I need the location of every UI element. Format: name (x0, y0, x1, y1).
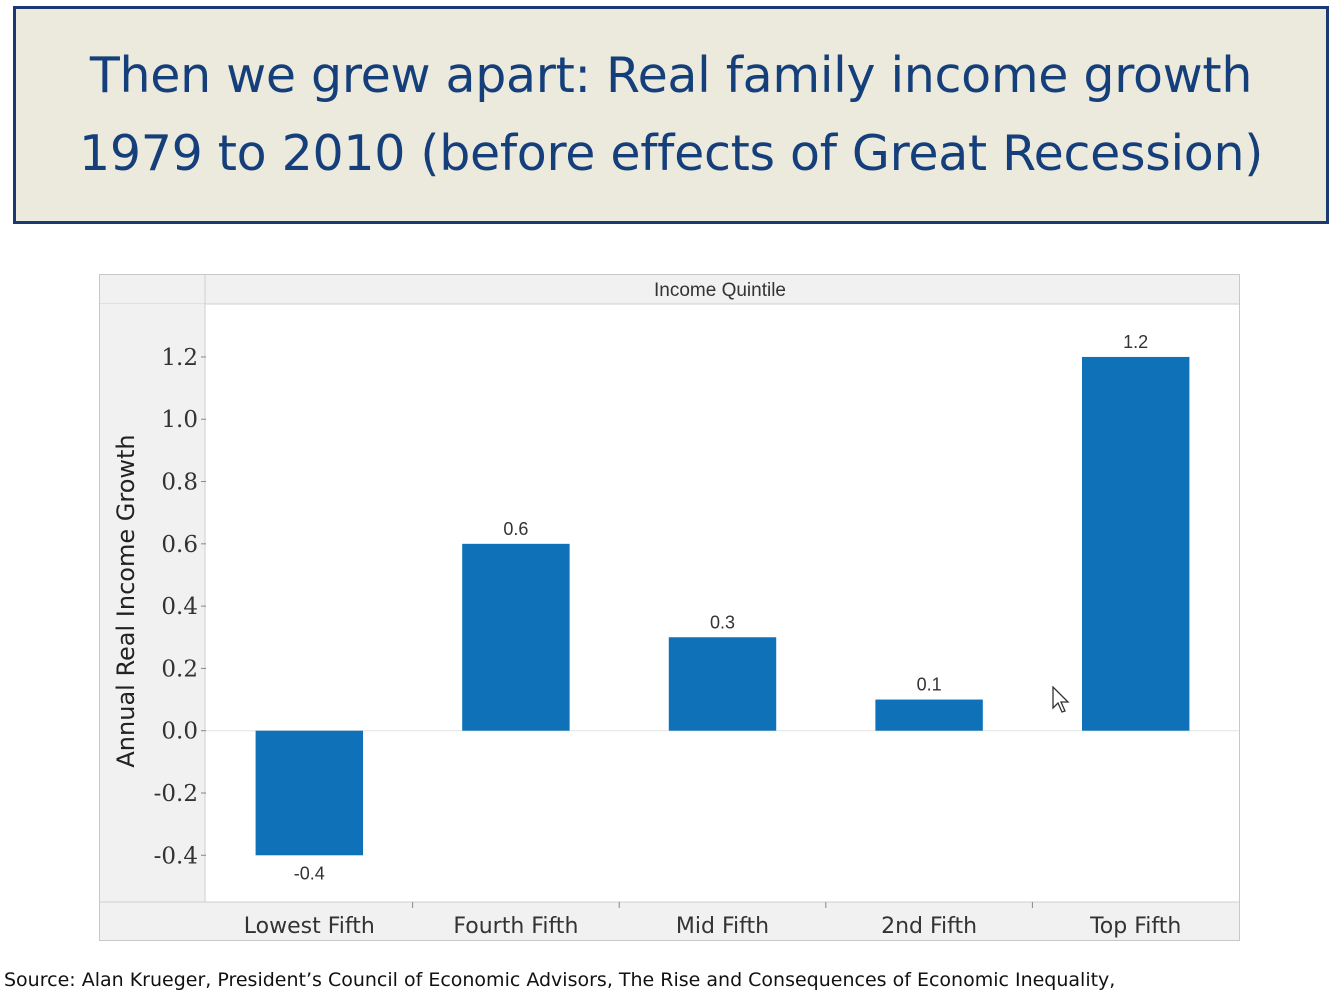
bar (255, 730, 364, 856)
y-ticks: -0.4 -0.2 0.0 0.2 0.4 0.6 0.8 1.0 1.2 (154, 345, 206, 869)
y-tick-label: 0.0 (161, 719, 198, 745)
y-tick-label: 0.4 (161, 594, 198, 620)
bar-chart: Income Quintile Annual Real Income Growt… (100, 275, 1239, 940)
chart-header-label: Income Quintile (654, 280, 786, 301)
header-band (100, 275, 1239, 304)
bar-data-label: -0.4 (294, 863, 325, 883)
bars: -0.4 0.6 0.3 0.1 1.2 (255, 332, 1190, 883)
y-tick-label: -0.2 (154, 781, 198, 807)
y-tick-label: 1.0 (161, 407, 198, 433)
y-tick-label: -0.4 (154, 843, 198, 869)
bar-data-label: 1.2 (1123, 332, 1148, 352)
y-tick-label: 1.2 (161, 345, 198, 371)
y-axis-title: Annual Real Income Growth (112, 434, 140, 767)
bar-data-label: 0.6 (503, 519, 528, 539)
bar (668, 637, 777, 731)
bar (462, 543, 570, 731)
y-tick-label: 0.8 (161, 470, 198, 496)
x-tick-label: Mid Fifth (676, 914, 769, 939)
x-axis-band (100, 902, 1239, 940)
y-axis-band (100, 304, 205, 902)
chart-panel: Income Quintile Annual Real Income Growt… (99, 274, 1240, 941)
bar-data-label: 0.1 (917, 675, 942, 695)
y-tick-label: 0.2 (161, 656, 198, 682)
x-tick-label: Fourth Fifth (453, 914, 578, 939)
source-citation: Source: Alan Krueger, President’s Counci… (4, 969, 1116, 991)
title-banner: Then we grew apart: Real family income g… (13, 6, 1329, 224)
x-ticks: Lowest Fifth Fourth Fifth Mid Fifth 2nd Fif… (244, 902, 1181, 939)
y-tick-label: 0.6 (161, 532, 198, 558)
mouse-pointer-icon (1052, 686, 1070, 713)
x-tick-label: Lowest Fifth (244, 914, 375, 939)
x-tick-label: 2nd Fifth (881, 914, 977, 939)
slide-title-line-1: Then we grew apart: Real family income g… (89, 47, 1253, 104)
bar (1081, 356, 1190, 731)
slide-title-line-2: 1979 to 2010 (before effects of Great Re… (78, 125, 1264, 182)
x-tick-label: Top Fifth (1089, 914, 1181, 939)
bar-data-label: 0.3 (710, 612, 735, 632)
bar (875, 699, 983, 731)
